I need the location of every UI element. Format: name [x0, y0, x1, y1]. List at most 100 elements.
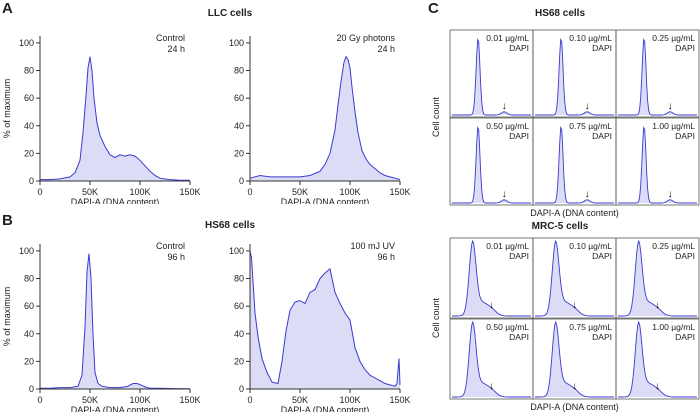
arrow-down-icon: ↓: [572, 381, 577, 392]
y-tick-label: 20: [24, 148, 34, 158]
x-tick-label: 50K: [292, 395, 308, 405]
y-tick-label: 0: [29, 384, 34, 394]
y-tick-label: 40: [234, 121, 244, 131]
y-tick-label: 100: [19, 246, 34, 256]
cell-dapi-label: DAPI: [509, 131, 529, 141]
y-tick-label: 60: [24, 301, 34, 311]
cell-fill: [452, 322, 531, 397]
cell-frame: [615, 237, 700, 319]
x-tick-label: 150K: [179, 395, 200, 405]
condition-label: 100 mJ UV: [350, 241, 395, 251]
cell-conc-label: 0.01 µg/mL: [486, 33, 529, 43]
x-tick-label: 0: [37, 187, 42, 197]
y-tick-label: 0: [29, 176, 34, 186]
arrow-down-icon: ↓: [668, 189, 673, 200]
cell-dapi-label: DAPI: [592, 251, 612, 261]
panel-letter-b: B: [2, 212, 13, 229]
cell-conc-label: 1.00 µg/mL: [652, 121, 695, 131]
cell-conc-label: 0.75 µg/mL: [569, 322, 612, 332]
y-tick-label: 80: [24, 66, 34, 76]
x-axis-label: DAPI-A (DNA content): [71, 197, 160, 204]
histogram-llc-20gy: 0 20 40 60 80 100 0 50K 100K 150K DAPI-A (DNA cont…: [229, 33, 411, 204]
y-axis-label: % of maximum: [2, 79, 12, 139]
grid-x-label: DAPI-A (DNA content): [530, 402, 619, 412]
x-tick-label: 0: [247, 395, 252, 405]
cell-dapi-label: DAPI: [675, 251, 695, 261]
cell-conc-label: 0.50 µg/mL: [486, 322, 529, 332]
arrow-down-icon: ↓: [655, 300, 660, 311]
x-tick-label: 150K: [389, 395, 410, 405]
cell-curve: [618, 239, 697, 317]
cell-curve: [618, 320, 697, 398]
cell-fill: [618, 241, 697, 316]
x-tick-label: 100K: [339, 395, 360, 405]
x-tick-label: 150K: [179, 187, 200, 197]
y-tick-label: 40: [24, 121, 34, 131]
histogram-hs68-uv: 0 20 40 60 80 100 0 50K 100K 150K DAPI-A (DNA cont…: [229, 241, 411, 412]
histogram-llc-control: 0 20 40 60 80 100 0 50K 100K 150K DAPI-A (DNA cont…: [2, 33, 201, 204]
arrow-down-icon: ↓: [585, 101, 590, 112]
arrow-down-icon: ↓: [489, 381, 494, 392]
histogram-line: [249, 250, 401, 387]
panel-title-c-hs68: HS68 cells: [534, 8, 586, 19]
histogram-fill: [40, 56, 190, 182]
condition-label: 24 h: [167, 44, 185, 54]
y-axis-label: % of maximum: [2, 287, 12, 347]
cell-curve: [618, 125, 697, 204]
x-axis-label: DAPI-A (DNA content): [281, 405, 370, 412]
cell-frame: [615, 29, 700, 118]
panel-letter-a: A: [2, 0, 13, 17]
cell-dapi-label: DAPI: [675, 43, 695, 53]
x-tick-label: 150K: [389, 187, 410, 197]
y-tick-label: 0: [239, 176, 244, 186]
cell-dapi-label: DAPI: [592, 332, 612, 342]
x-axis-label: DAPI-A (DNA content): [281, 197, 370, 204]
y-tick-label: 20: [234, 356, 244, 366]
cell-conc-label: 0.01 µg/mL: [486, 241, 529, 251]
arrow-down-icon: ↓: [502, 189, 507, 200]
cell-curve: [618, 37, 697, 116]
x-axis-label: DAPI-A (DNA content): [71, 405, 160, 412]
panel-title-a: LLC cells: [207, 8, 253, 19]
cell-curve: [535, 125, 614, 204]
cell-dapi-label: DAPI: [509, 332, 529, 342]
cell-conc-label: 0.10 µg/mL: [569, 241, 612, 251]
arrow-down-icon: ↓: [489, 300, 494, 311]
y-tick-label: 80: [234, 66, 244, 76]
cell-fill: [535, 322, 614, 397]
cell-curve: [452, 239, 531, 317]
cell-curve: [535, 320, 614, 398]
cell-curve: [535, 37, 614, 116]
panel-title-b: HS68 cells: [204, 220, 256, 231]
y-tick-label: 40: [24, 329, 34, 339]
x-tick-label: 50K: [82, 187, 98, 197]
condition-label: Control: [156, 33, 185, 43]
histogram-hs68-control: 0 20 40 60 80 100 0 50K 100K 150K DAPI-A (DNA cont…: [2, 241, 201, 412]
condition-label: 24 h: [377, 44, 395, 54]
panel-title-c-mrc5: MRC-5 cells: [531, 221, 589, 232]
x-tick-label: 0: [247, 187, 252, 197]
y-tick-label: 60: [234, 93, 244, 103]
cell-dapi-label: DAPI: [675, 332, 695, 342]
grid-y-label: Cell count: [431, 96, 441, 137]
cell-conc-label: 0.25 µg/mL: [652, 33, 695, 43]
arrow-down-icon: ↓: [655, 381, 660, 392]
cell-conc-label: 1.00 µg/mL: [652, 322, 695, 332]
y-tick-label: 60: [234, 301, 244, 311]
histogram-line: [40, 56, 190, 181]
x-tick-label: 100K: [129, 187, 150, 197]
cell-dapi-label: DAPI: [592, 131, 612, 141]
y-tick-label: 100: [19, 38, 34, 48]
cell-conc-label: 0.25 µg/mL: [652, 241, 695, 251]
grid-x-label: DAPI-A (DNA content): [530, 208, 619, 218]
y-tick-label: 80: [234, 274, 244, 284]
x-tick-label: 0: [37, 395, 42, 405]
